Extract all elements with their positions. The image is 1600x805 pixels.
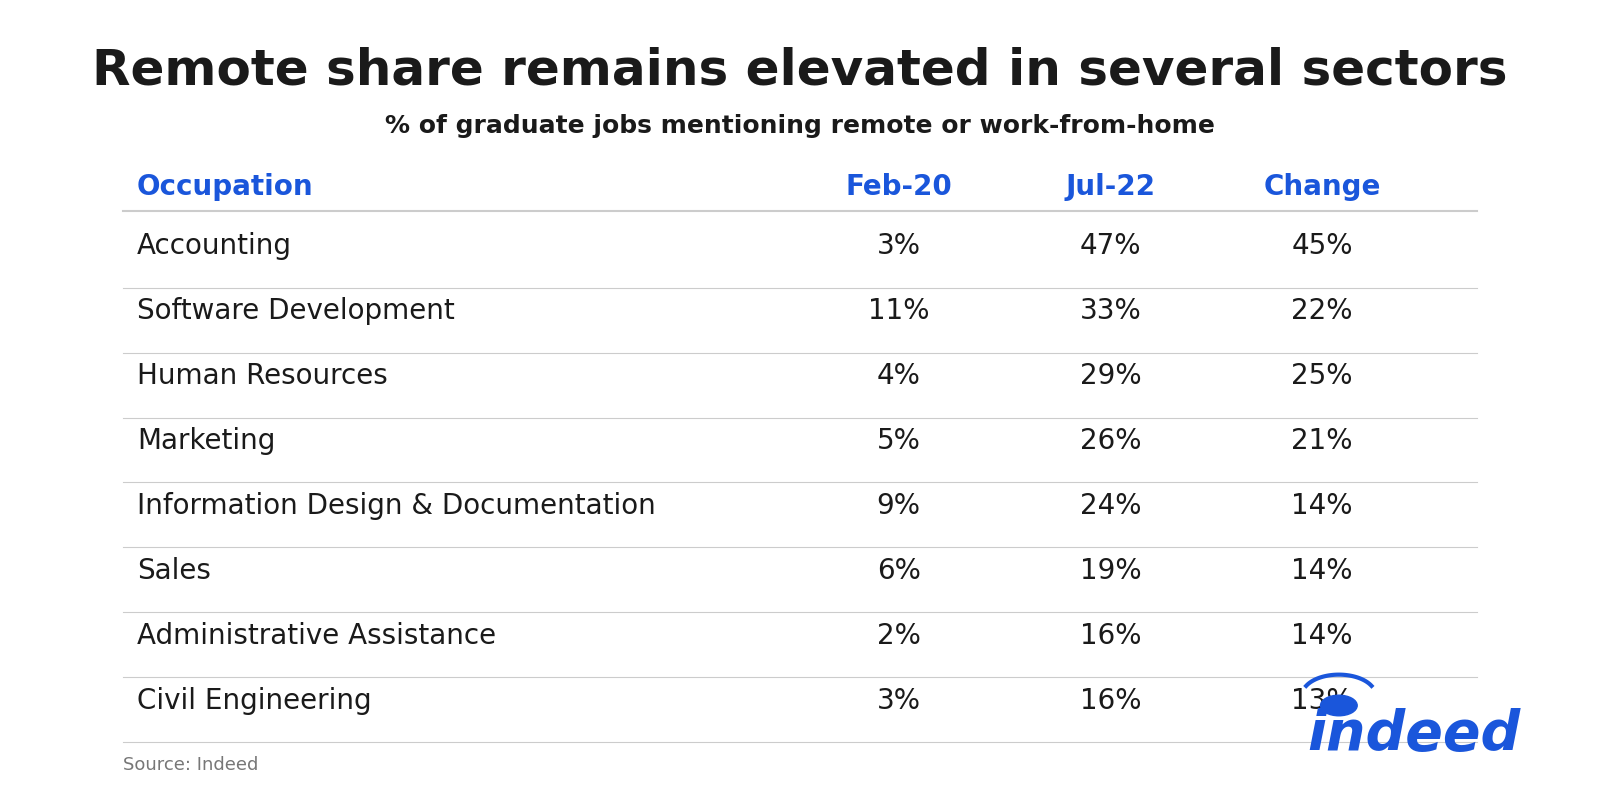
Text: Information Design & Documentation: Information Design & Documentation xyxy=(138,492,656,520)
Text: 33%: 33% xyxy=(1080,297,1141,325)
Text: 14%: 14% xyxy=(1291,621,1352,650)
Text: 21%: 21% xyxy=(1291,427,1352,455)
Text: 25%: 25% xyxy=(1291,362,1352,390)
Text: Software Development: Software Development xyxy=(138,297,454,325)
Text: 13%: 13% xyxy=(1291,687,1352,715)
Text: Remote share remains elevated in several sectors: Remote share remains elevated in several… xyxy=(93,47,1507,94)
Text: Jul-22: Jul-22 xyxy=(1066,173,1155,201)
Text: Civil Engineering: Civil Engineering xyxy=(138,687,371,715)
Text: 9%: 9% xyxy=(877,492,920,520)
Text: 4%: 4% xyxy=(877,362,920,390)
Text: 47%: 47% xyxy=(1080,233,1141,260)
Text: 3%: 3% xyxy=(877,687,920,715)
Text: 16%: 16% xyxy=(1080,687,1141,715)
Text: Change: Change xyxy=(1264,173,1381,201)
Text: 11%: 11% xyxy=(867,297,930,325)
Text: Feb-20: Feb-20 xyxy=(845,173,952,201)
Text: Source: Indeed: Source: Indeed xyxy=(123,757,258,774)
Text: indeed: indeed xyxy=(1307,708,1520,762)
Text: % of graduate jobs mentioning remote or work-from-home: % of graduate jobs mentioning remote or … xyxy=(386,114,1214,138)
Text: 29%: 29% xyxy=(1080,362,1141,390)
Text: 19%: 19% xyxy=(1080,557,1141,584)
Text: Accounting: Accounting xyxy=(138,233,293,260)
Text: 45%: 45% xyxy=(1291,233,1352,260)
Text: Human Resources: Human Resources xyxy=(138,362,387,390)
Text: Sales: Sales xyxy=(138,557,211,584)
Text: 24%: 24% xyxy=(1080,492,1141,520)
Text: 26%: 26% xyxy=(1080,427,1141,455)
Text: 22%: 22% xyxy=(1291,297,1352,325)
Text: 14%: 14% xyxy=(1291,557,1352,584)
Text: Marketing: Marketing xyxy=(138,427,275,455)
Text: 16%: 16% xyxy=(1080,621,1141,650)
Text: 5%: 5% xyxy=(877,427,920,455)
Text: 3%: 3% xyxy=(877,233,920,260)
Text: Occupation: Occupation xyxy=(138,173,314,201)
Circle shape xyxy=(1320,696,1357,716)
Text: 6%: 6% xyxy=(877,557,920,584)
Text: 2%: 2% xyxy=(877,621,920,650)
Text: Administrative Assistance: Administrative Assistance xyxy=(138,621,496,650)
Text: 14%: 14% xyxy=(1291,492,1352,520)
